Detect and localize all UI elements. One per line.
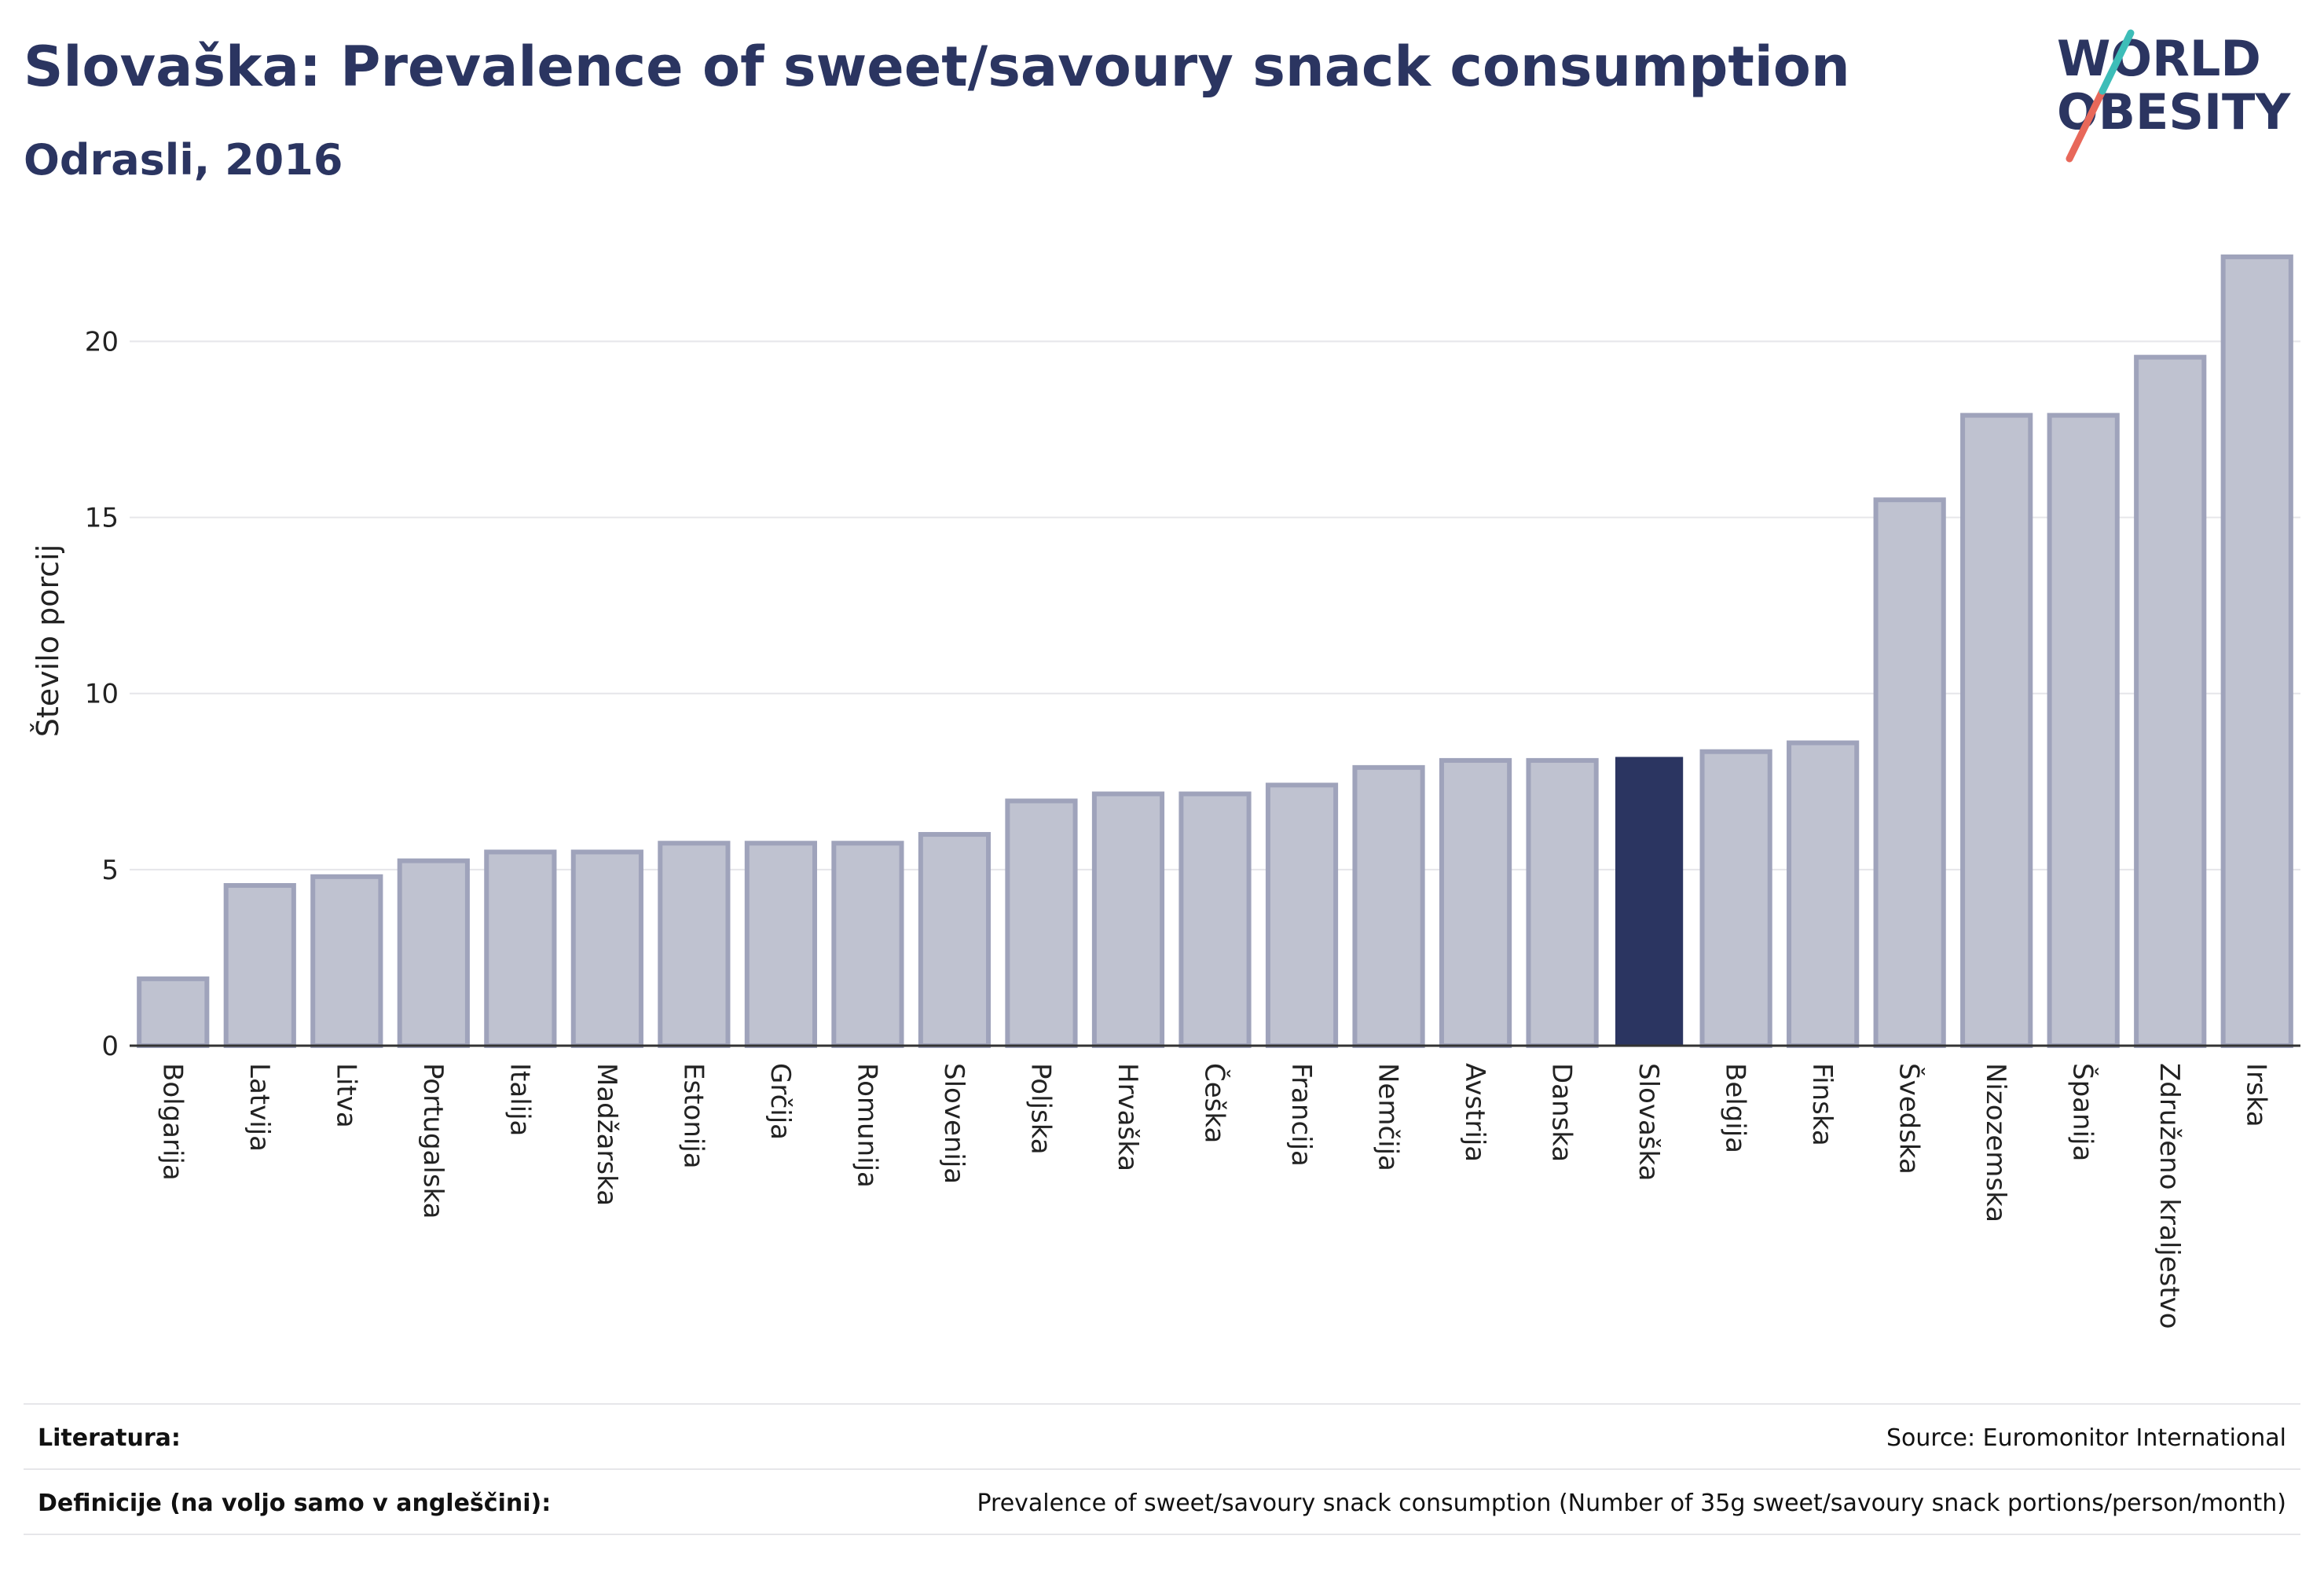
- bar: [397, 858, 470, 1049]
- bar: [658, 841, 731, 1048]
- bar: [310, 874, 383, 1049]
- definitions-label: Definicije (na voljo samo v angleščini):: [38, 1490, 552, 1517]
- world-obesity-logo: WORLD OBESITY: [2057, 29, 2291, 163]
- x-axis-tick-labels: Bolgarija Latvija Litva Portugalska Italija M…: [156, 1063, 2271, 1329]
- bar: [1178, 791, 1252, 1048]
- bar: [1005, 798, 1078, 1048]
- bar: [1787, 740, 1860, 1048]
- x-tick-label: Latvija: [244, 1063, 275, 1152]
- references-label: Literatura:: [38, 1424, 181, 1452]
- y-tick-label: 10: [85, 679, 119, 710]
- logo-line1: WORLD: [2057, 30, 2261, 87]
- footer-divider-bottom: [24, 1534, 2300, 1535]
- x-tick-label: Francija: [1285, 1063, 1317, 1167]
- y-axis-tick-labels: 0 5 10 15 20: [85, 326, 119, 1062]
- bar: [570, 849, 643, 1049]
- bar: [744, 841, 818, 1048]
- bar: [1699, 749, 1772, 1048]
- x-tick-label: Belgija: [1720, 1063, 1751, 1153]
- bar: [1873, 497, 1946, 1048]
- y-tick-label: 0: [101, 1031, 119, 1062]
- x-tick-label: Italija: [504, 1063, 535, 1136]
- x-tick-label: Poljska: [1025, 1063, 1056, 1155]
- x-tick-label: Švedska: [1893, 1063, 1926, 1175]
- y-tick-label: 5: [101, 855, 119, 886]
- bar: [831, 841, 904, 1048]
- definitions-value: Prevalence of sweet/savoury snack consum…: [977, 1490, 2286, 1517]
- y-axis-label: Število porcij: [31, 544, 65, 738]
- x-tick-label: Združeno kraljestvo: [2154, 1063, 2185, 1329]
- x-tick-label: Slovaška: [1633, 1063, 1664, 1181]
- y-tick-label: 15: [85, 503, 119, 534]
- chart-title: Slovaška: Prevalence of sweet/savoury sn…: [24, 35, 1850, 99]
- x-tick-label: Nizozemska: [1980, 1063, 2011, 1222]
- bar: [1526, 757, 1599, 1048]
- bar-chart: 0 5 10 15 20 Bolgarija Latvija Litva Portugalsk…: [31, 254, 2300, 1329]
- x-tick-label: Madžarska: [591, 1063, 622, 1206]
- bar: [1960, 412, 2033, 1048]
- x-tick-label: Portugalska: [417, 1063, 449, 1219]
- x-tick-label: Romunija: [851, 1063, 882, 1188]
- bar: [2220, 254, 2293, 1049]
- bar: [1352, 764, 1425, 1048]
- x-tick-label: Litva: [330, 1063, 361, 1128]
- bar: [2134, 354, 2207, 1048]
- x-tick-label: Hrvaška: [1112, 1063, 1143, 1171]
- bar: [137, 976, 210, 1049]
- x-tick-label: Danska: [1546, 1063, 1578, 1162]
- y-tick-label: 20: [85, 326, 119, 357]
- x-tick-label: Slovenija: [938, 1063, 970, 1184]
- x-tick-label: Finska: [1806, 1063, 1838, 1146]
- x-tick-label: Estonija: [677, 1063, 709, 1169]
- x-tick-label: Bolgarija: [156, 1063, 188, 1181]
- x-tick-label: Irska: [2241, 1063, 2272, 1127]
- bar: [918, 832, 992, 1048]
- bar: [484, 849, 557, 1049]
- footer-divider-middle: [24, 1468, 2300, 1470]
- x-tick-label: Grčija: [764, 1063, 796, 1140]
- bar: [2047, 412, 2120, 1048]
- x-tick-label: Nemčija: [1373, 1063, 1404, 1171]
- chart-subtitle: Odrasli, 2016: [24, 135, 343, 185]
- x-tick-label: Španija: [2067, 1063, 2099, 1161]
- x-tick-label: Avstrija: [1459, 1063, 1490, 1162]
- footer-divider-top: [24, 1403, 2300, 1405]
- bar: [1439, 757, 1512, 1048]
- x-tick-label: Češka: [1199, 1063, 1231, 1143]
- bar: [223, 883, 296, 1048]
- bar-highlighted: [1615, 757, 1684, 1046]
- bar: [1091, 791, 1165, 1048]
- bars: [137, 254, 2293, 1049]
- references-value: Source: Euromonitor International: [1886, 1424, 2286, 1452]
- bar: [1265, 783, 1339, 1048]
- logo-slash-teal: [2099, 29, 2135, 95]
- logo-slash-red: [2066, 87, 2106, 163]
